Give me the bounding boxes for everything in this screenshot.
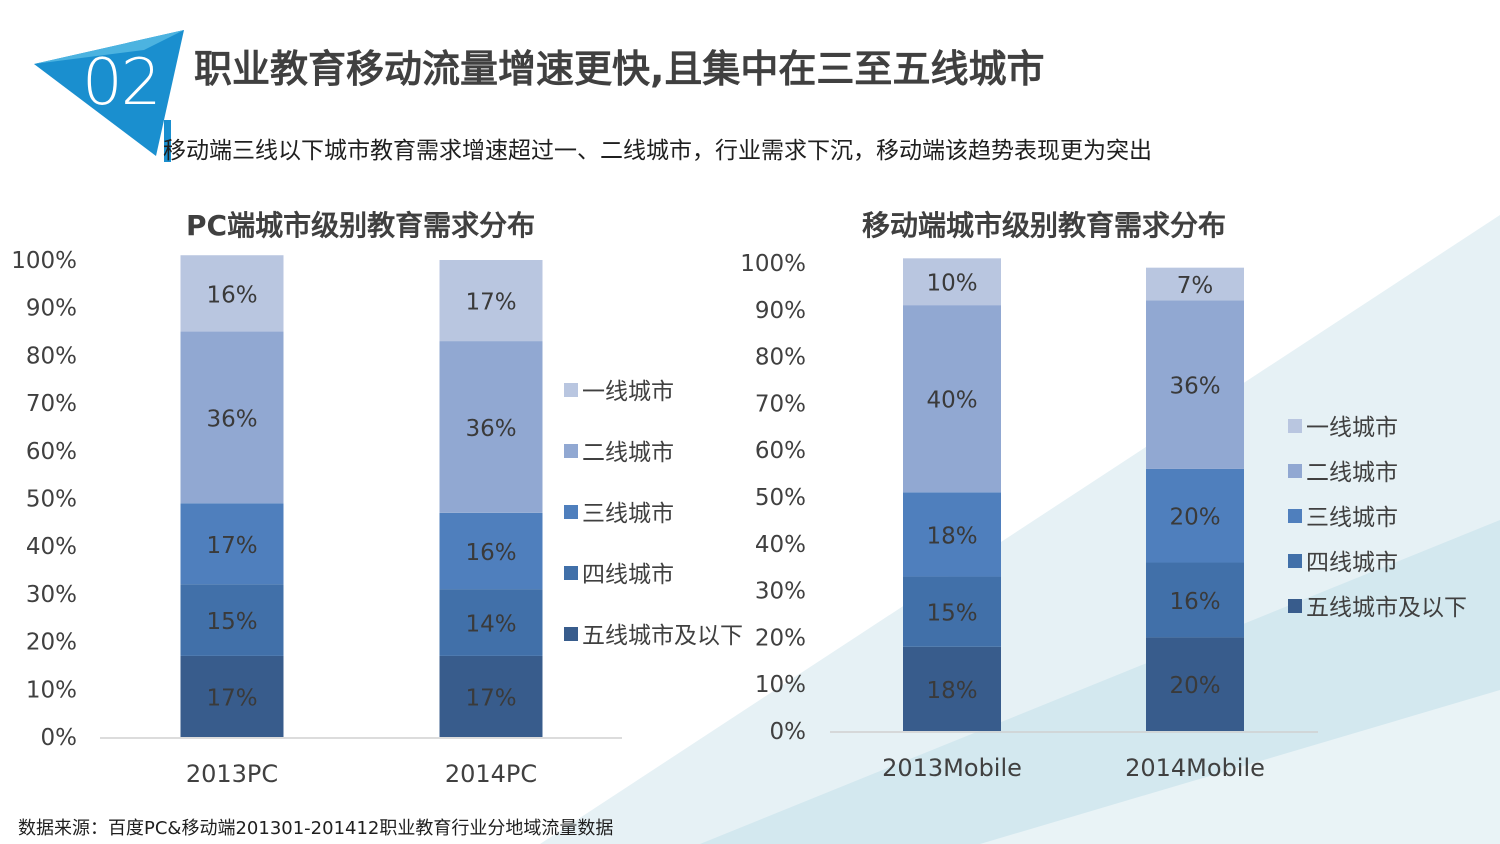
- mobile-category-label: 2014Mobile: [1125, 754, 1265, 782]
- pc-category-label: 2014PC: [445, 760, 537, 788]
- section-number: 02: [82, 46, 161, 120]
- pc-data-label: 17%: [465, 290, 516, 316]
- mobile-data-label: 15%: [926, 601, 977, 627]
- mobile-data-label: 40%: [926, 388, 977, 414]
- pc-ytick-label: 0%: [41, 725, 78, 751]
- pc-data-label: 16%: [465, 540, 516, 566]
- mobile-chart-title: 移动端城市级别教育需求分布: [862, 209, 1227, 242]
- mobile-ytick-label: 60%: [755, 438, 806, 464]
- mobile-legend-swatch: [1288, 509, 1302, 523]
- pc-legend-swatch: [564, 505, 578, 519]
- pc-data-label: 15%: [206, 609, 257, 635]
- mobile-bar-segment: [903, 492, 1001, 577]
- mobile-bar-segment: [1146, 562, 1244, 638]
- mobile-legend-swatch: [1288, 554, 1302, 568]
- pc-bar-segment: [180, 503, 284, 585]
- page-title: 职业教育移动流量增速更快,且集中在三至五线城市: [194, 47, 1045, 91]
- section-badge-icon: [34, 30, 184, 156]
- mobile-data-label: 20%: [1169, 673, 1220, 699]
- mobile-bar-segment: [1146, 637, 1244, 731]
- pc-data-label: 17%: [206, 685, 257, 711]
- mobile-data-label: 18%: [926, 523, 977, 549]
- pc-bar-segment: [439, 512, 543, 590]
- pc-bar-segment: [180, 655, 284, 737]
- pc-bar-segment: [180, 584, 284, 656]
- pc-legend-label: 四线城市: [582, 562, 674, 588]
- data-source-note: 数据来源：百度PC&移动端201301-201412职业教育行业分地域流量数据: [18, 818, 614, 839]
- pc-data-label: 17%: [465, 685, 516, 711]
- mobile-legend-swatch: [1288, 599, 1302, 613]
- mobile-data-label: 36%: [1169, 374, 1220, 400]
- pc-legend-swatch: [564, 566, 578, 580]
- pc-ytick-label: 100%: [11, 248, 77, 274]
- pc-legend-swatch: [564, 627, 578, 641]
- mobile-ytick-label: 10%: [755, 672, 806, 698]
- pc-ytick-label: 70%: [26, 391, 77, 417]
- pc-legend-swatch: [564, 383, 578, 397]
- pc-legend-label: 三线城市: [582, 501, 674, 527]
- mobile-ytick-label: 70%: [755, 391, 806, 417]
- mobile-bar-segment: [1146, 267, 1244, 301]
- mobile-legend-swatch: [1288, 419, 1302, 433]
- mobile-data-label: 10%: [926, 271, 977, 297]
- pc-ytick-label: 40%: [26, 534, 77, 560]
- pc-ytick-label: 80%: [26, 343, 77, 369]
- mobile-ytick-label: 80%: [755, 345, 806, 371]
- pc-ytick-label: 60%: [26, 439, 77, 465]
- mobile-bar-segment: [903, 576, 1001, 647]
- mobile-legend-label: 四线城市: [1306, 550, 1398, 576]
- pc-ytick-label: 30%: [26, 582, 77, 608]
- pc-bar-segment: [180, 331, 284, 504]
- mobile-ytick-label: 40%: [755, 532, 806, 558]
- mobile-bar-segment: [1146, 300, 1244, 469]
- page-subtitle: 移动端三线以下城市教育需求增速超过一、二线城市，行业需求下沉，移动端该趋势表现更…: [163, 138, 1152, 164]
- pc-data-label: 36%: [206, 406, 257, 432]
- pc-legend-label: 一线城市: [582, 379, 674, 405]
- pc-bar-segment: [439, 589, 543, 656]
- mobile-ytick-label: 0%: [770, 719, 807, 745]
- mobile-ytick-label: 20%: [755, 625, 806, 651]
- pc-ytick-label: 10%: [26, 677, 77, 703]
- pc-data-label: 17%: [206, 533, 257, 559]
- mobile-data-label: 7%: [1177, 273, 1214, 299]
- mobile-ytick-label: 50%: [755, 485, 806, 511]
- mobile-legend-swatch: [1288, 464, 1302, 478]
- pc-legend-swatch: [564, 444, 578, 458]
- mobile-data-label: 18%: [926, 678, 977, 704]
- pc-ytick-label: 20%: [26, 630, 77, 656]
- mobile-legend-label: 三线城市: [1306, 505, 1398, 531]
- pc-ytick-label: 50%: [26, 487, 77, 513]
- mobile-data-label: 16%: [1169, 589, 1220, 615]
- mobile-bar-segment: [1146, 468, 1244, 563]
- mobile-ytick-label: 30%: [755, 579, 806, 605]
- mobile-data-label: 20%: [1169, 505, 1220, 531]
- mobile-category-label: 2013Mobile: [882, 754, 1022, 782]
- subtitle-accent-bar: [164, 120, 171, 162]
- mobile-bar-segment: [903, 305, 1001, 493]
- pc-bar-segment: [439, 655, 543, 737]
- pc-data-label: 14%: [465, 612, 516, 638]
- mobile-legend-label: 五线城市及以下: [1306, 595, 1467, 621]
- pc-data-label: 16%: [206, 282, 257, 308]
- pc-category-label: 2013PC: [186, 760, 278, 788]
- mobile-ytick-label: 100%: [740, 251, 806, 277]
- pc-bar-segment: [180, 255, 284, 332]
- mobile-bar-segment: [903, 258, 1001, 306]
- pc-bar-segment: [439, 341, 543, 513]
- mobile-bar-segment: [903, 646, 1001, 731]
- mobile-legend-label: 一线城市: [1306, 415, 1398, 441]
- pc-legend-label: 五线城市及以下: [582, 623, 743, 649]
- pc-legend-label: 二线城市: [582, 440, 674, 466]
- pc-ytick-label: 90%: [26, 296, 77, 322]
- mobile-ytick-label: 90%: [755, 298, 806, 324]
- pc-bar-segment: [439, 260, 543, 342]
- pc-chart-title: PC端城市级别教育需求分布: [186, 209, 536, 242]
- mobile-legend-label: 二线城市: [1306, 460, 1398, 486]
- pc-data-label: 36%: [465, 416, 516, 442]
